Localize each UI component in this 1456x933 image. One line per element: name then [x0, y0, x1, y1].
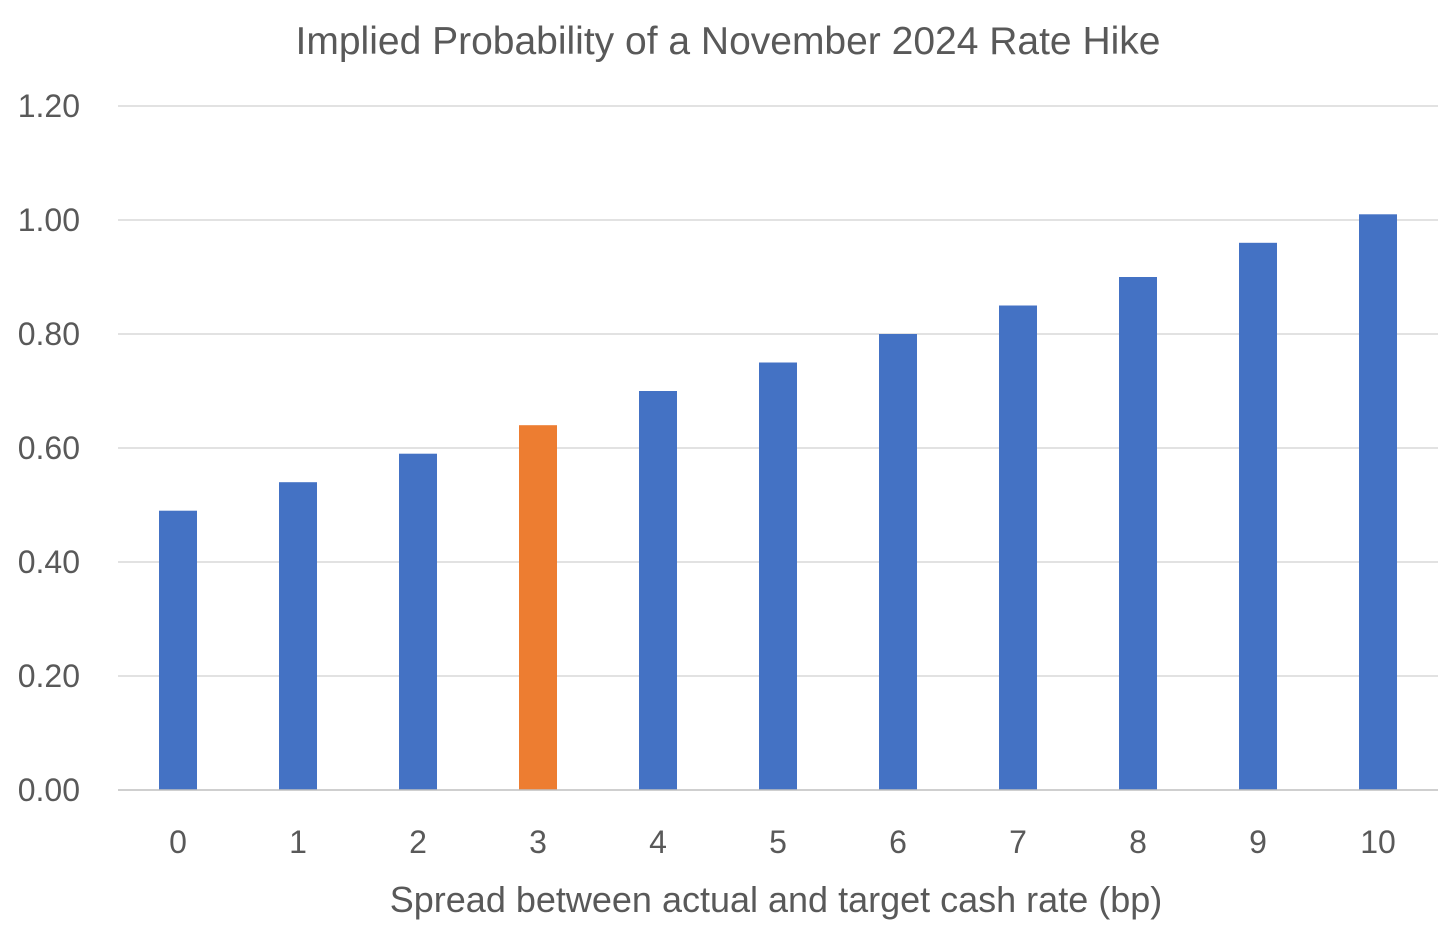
x-tick-label: 9	[1249, 824, 1267, 860]
x-tick-label: 1	[289, 824, 307, 860]
x-tick-label: 10	[1360, 824, 1396, 860]
x-tick-label: 3	[529, 824, 547, 860]
y-tick-label: 1.00	[18, 202, 80, 238]
x-axis-title: Spread between actual and target cash ra…	[390, 879, 1163, 920]
bar-4	[639, 391, 677, 790]
bars	[159, 214, 1397, 791]
bar-7	[999, 305, 1037, 790]
chart-title: Implied Probability of a November 2024 R…	[296, 20, 1161, 63]
bar-2	[399, 453, 437, 790]
bar-6	[879, 334, 917, 790]
y-tick-label: 0.00	[18, 772, 80, 808]
x-tick-label: 4	[649, 824, 667, 860]
x-tick-label: 2	[409, 824, 427, 860]
x-tick-label: 8	[1129, 824, 1147, 860]
x-axis-tick-labels: 0 1 2 3 4 5 6 7 8 9 10	[169, 824, 1396, 860]
y-tick-label: 0.80	[18, 316, 80, 352]
y-tick-label: 0.40	[18, 544, 80, 580]
bar-9	[1239, 242, 1277, 791]
x-tick-label: 6	[889, 824, 907, 860]
bar-5	[759, 362, 797, 790]
y-axis-tick-labels: 0.00 0.20 0.40 0.60 0.80 1.00 1.20	[18, 88, 80, 808]
bar-0	[159, 510, 197, 790]
y-tick-label: 0.60	[18, 430, 80, 466]
bar-1	[279, 482, 317, 790]
bar-10	[1359, 214, 1397, 791]
y-tick-label: 1.20	[18, 88, 80, 124]
bar-3	[519, 425, 557, 790]
x-tick-label: 5	[769, 824, 787, 860]
x-tick-label: 7	[1009, 824, 1027, 860]
bar-8	[1119, 277, 1157, 790]
x-tick-label: 0	[169, 824, 187, 860]
y-tick-label: 0.20	[18, 658, 80, 694]
